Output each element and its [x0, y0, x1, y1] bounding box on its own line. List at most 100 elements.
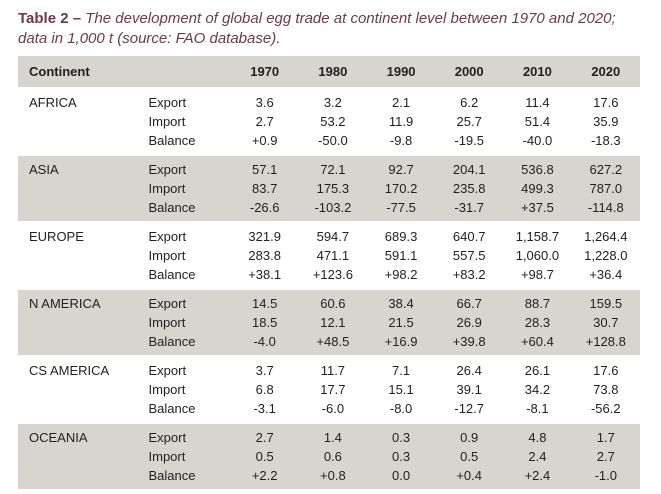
value: -8.0: [389, 401, 413, 416]
value-cell: 1,158.7 1,060.0 +98.7: [503, 221, 572, 289]
value: 1,228.0: [584, 248, 628, 263]
value-cell: 17.6 35.9 -18.3: [571, 87, 640, 155]
value: 1,060.0: [515, 248, 560, 263]
value: -19.5: [454, 133, 484, 148]
value: 1,158.7: [515, 229, 560, 244]
value-cell: 11.4 51.4 -40.0: [503, 87, 572, 155]
value-cell: 594.7 471.1 +123.6: [298, 221, 368, 289]
value: 53.2: [320, 114, 346, 129]
caption-text: The development of global egg trade at c…: [18, 10, 616, 47]
header-continent: Continent: [18, 56, 149, 88]
value: 204.1: [452, 162, 486, 177]
value: 0.3: [392, 449, 411, 464]
continent-name: N AMERICA: [18, 288, 149, 356]
value: 2.7: [255, 114, 274, 129]
value: 11.7: [320, 363, 346, 378]
value-cell: 60.6 12.1 +48.5: [298, 288, 368, 356]
value: -31.7: [454, 200, 484, 215]
value: 627.2: [589, 162, 623, 177]
value: 471.1: [316, 248, 350, 263]
value: +2.4: [524, 468, 551, 483]
value: -1.0: [594, 468, 617, 483]
value: 159.5: [589, 296, 623, 311]
value-cell: 321.9 283.8 +38.1: [230, 221, 299, 289]
value: 11.4: [525, 95, 550, 110]
header-2000: 2000: [435, 56, 504, 88]
table-row: AFRICA Export Import Balance 3.6 2.7 +0.9 3.2 53…: [18, 87, 640, 155]
measure-label: Balance: [148, 401, 196, 416]
value-cell: 536.8 499.3 +37.5: [503, 154, 572, 222]
measure-labels: Export Import Balance: [148, 154, 231, 222]
value: 235.8: [452, 181, 486, 196]
value: 72.1: [320, 162, 346, 177]
table-row: N AMERICA Export Import Balance 14.5 18.5 -4.0…: [18, 288, 640, 356]
table-caption: Table 2 – The development of global egg …: [18, 9, 648, 49]
value: 7.1: [392, 363, 411, 378]
value: 35.9: [593, 114, 619, 129]
header-row: Continent 1970 1980 1990 2000 2010 2020: [18, 56, 640, 88]
value: 591.1: [384, 248, 418, 263]
value: 3.7: [255, 363, 274, 378]
value-cell: 3.2 53.2 -50.0: [298, 87, 368, 155]
measure-label: Balance: [148, 468, 196, 483]
value: +38.1: [248, 267, 282, 282]
measure-labels: Export Import Balance: [148, 355, 231, 423]
value-cell: 6.2 25.7 -19.5: [435, 87, 504, 155]
value: 30.7: [593, 315, 619, 330]
value: +2.2: [251, 468, 278, 483]
value: 12.1: [320, 315, 346, 330]
value: 283.8: [248, 248, 281, 263]
value: -3.1: [253, 401, 276, 416]
measure-label: Import: [148, 315, 186, 330]
table-row: CS AMERICA Export Import Balance 3.7 6.8 -3.1 1…: [18, 355, 640, 423]
value: 26.4: [456, 363, 482, 378]
value-cell: 11.7 17.7 -6.0: [298, 355, 368, 423]
value: -4.0: [253, 334, 276, 349]
value-cell: 640.7 557.5 +83.2: [435, 221, 504, 289]
header-2020: 2020: [571, 56, 640, 88]
value: 6.2: [460, 95, 479, 110]
measure-label: Balance: [148, 133, 196, 148]
value: 557.5: [452, 248, 486, 263]
value-cell: 17.6 73.8 -56.2: [571, 355, 640, 423]
value: 38.4: [388, 296, 414, 311]
value: 88.7: [524, 296, 551, 311]
value-cell: 14.5 18.5 -4.0: [230, 288, 299, 356]
table-row: OCEANIA Export Import Balance 2.7 0.5 +2.2 1.4 0…: [18, 422, 640, 489]
measure-label: Balance: [148, 334, 196, 349]
header-type: [148, 56, 231, 88]
value: 0.9: [460, 430, 479, 445]
value: 594.7: [316, 229, 350, 244]
continent-name: EUROPE: [18, 221, 149, 289]
value-cell: 4.8 2.4 +2.4: [503, 422, 572, 489]
value: -18.3: [590, 133, 621, 148]
measure-label: Export: [148, 430, 187, 445]
value-cell: 2.7 0.5 +2.2: [230, 422, 299, 489]
value: -50.0: [318, 133, 348, 148]
value: 3.6: [255, 95, 274, 110]
value-cell: 1,264.4 1,228.0 +36.4: [571, 221, 640, 289]
measure-label: Export: [148, 296, 187, 311]
caption-label: Table 2 –: [18, 10, 82, 27]
value: -8.1: [526, 401, 549, 416]
value: 170.2: [384, 181, 418, 196]
value: -9.8: [389, 133, 413, 148]
value-cell: 38.4 21.5 +16.9: [367, 288, 436, 356]
value: 21.5: [388, 315, 414, 330]
value-cell: 26.1 34.2 -8.1: [503, 355, 572, 423]
measure-label: Import: [148, 181, 186, 196]
value: 60.6: [320, 296, 346, 311]
value: +0.8: [320, 468, 346, 483]
value-cell: 7.1 15.1 -8.0: [367, 355, 436, 423]
value: -77.5: [386, 200, 416, 215]
measure-label: Import: [148, 382, 186, 397]
measure-label: Export: [148, 363, 187, 378]
value: 640.7: [452, 229, 486, 244]
measure-labels: Export Import Balance: [148, 221, 231, 289]
value: 92.7: [388, 162, 414, 177]
value: 15.1: [388, 382, 414, 397]
value: 689.3: [384, 229, 418, 244]
value: 26.9: [456, 315, 482, 330]
value: 14.5: [252, 296, 278, 311]
value-cell: 204.1 235.8 -31.7: [435, 154, 504, 222]
